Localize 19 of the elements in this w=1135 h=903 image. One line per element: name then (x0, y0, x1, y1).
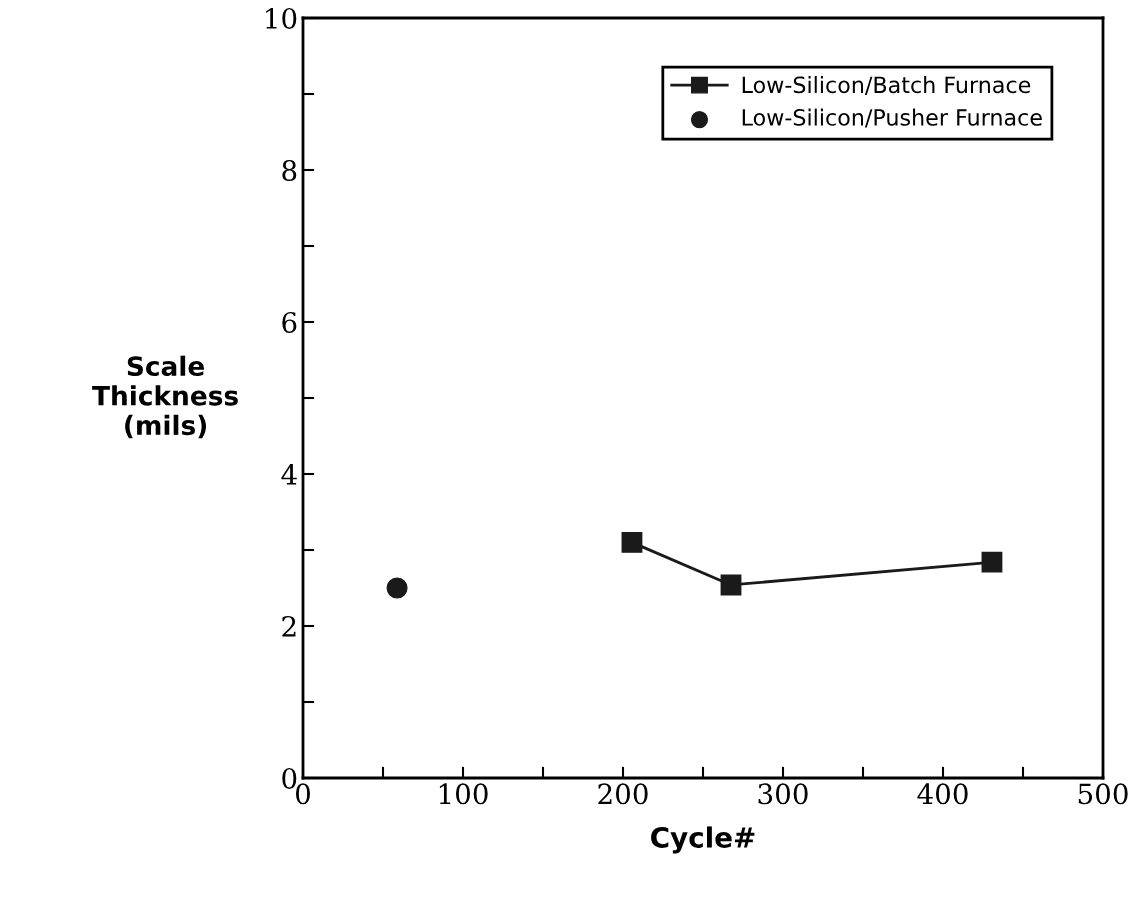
point (720, 574, 742, 596)
legend-label: Low-Silicon/Pusher Furnace (742, 108, 1042, 128)
y-tick-label: 0 (282, 767, 297, 789)
x-tick-label: 500 (1078, 783, 1128, 805)
point (981, 551, 1003, 573)
x-tick-label: 400 (917, 783, 968, 805)
point (621, 531, 643, 553)
y-tick-label: 2 (282, 615, 296, 637)
y-tick-label: 10 (266, 7, 297, 29)
point (386, 577, 408, 599)
x-tick-label: 100 (439, 783, 488, 805)
y-tick-label: 6 (282, 311, 297, 333)
x-tick-label: 300 (758, 783, 808, 805)
y-axis-title: Scale Thickness (mils) (92, 355, 238, 439)
y-tick-label: 8 (282, 159, 297, 181)
x-axis-title: Cycle# (651, 826, 755, 854)
y-tick-label: 4 (281, 463, 297, 485)
x-tick-label: 200 (598, 783, 648, 805)
legend-label: Low-Silicon/Batch Furnace (742, 76, 1031, 95)
